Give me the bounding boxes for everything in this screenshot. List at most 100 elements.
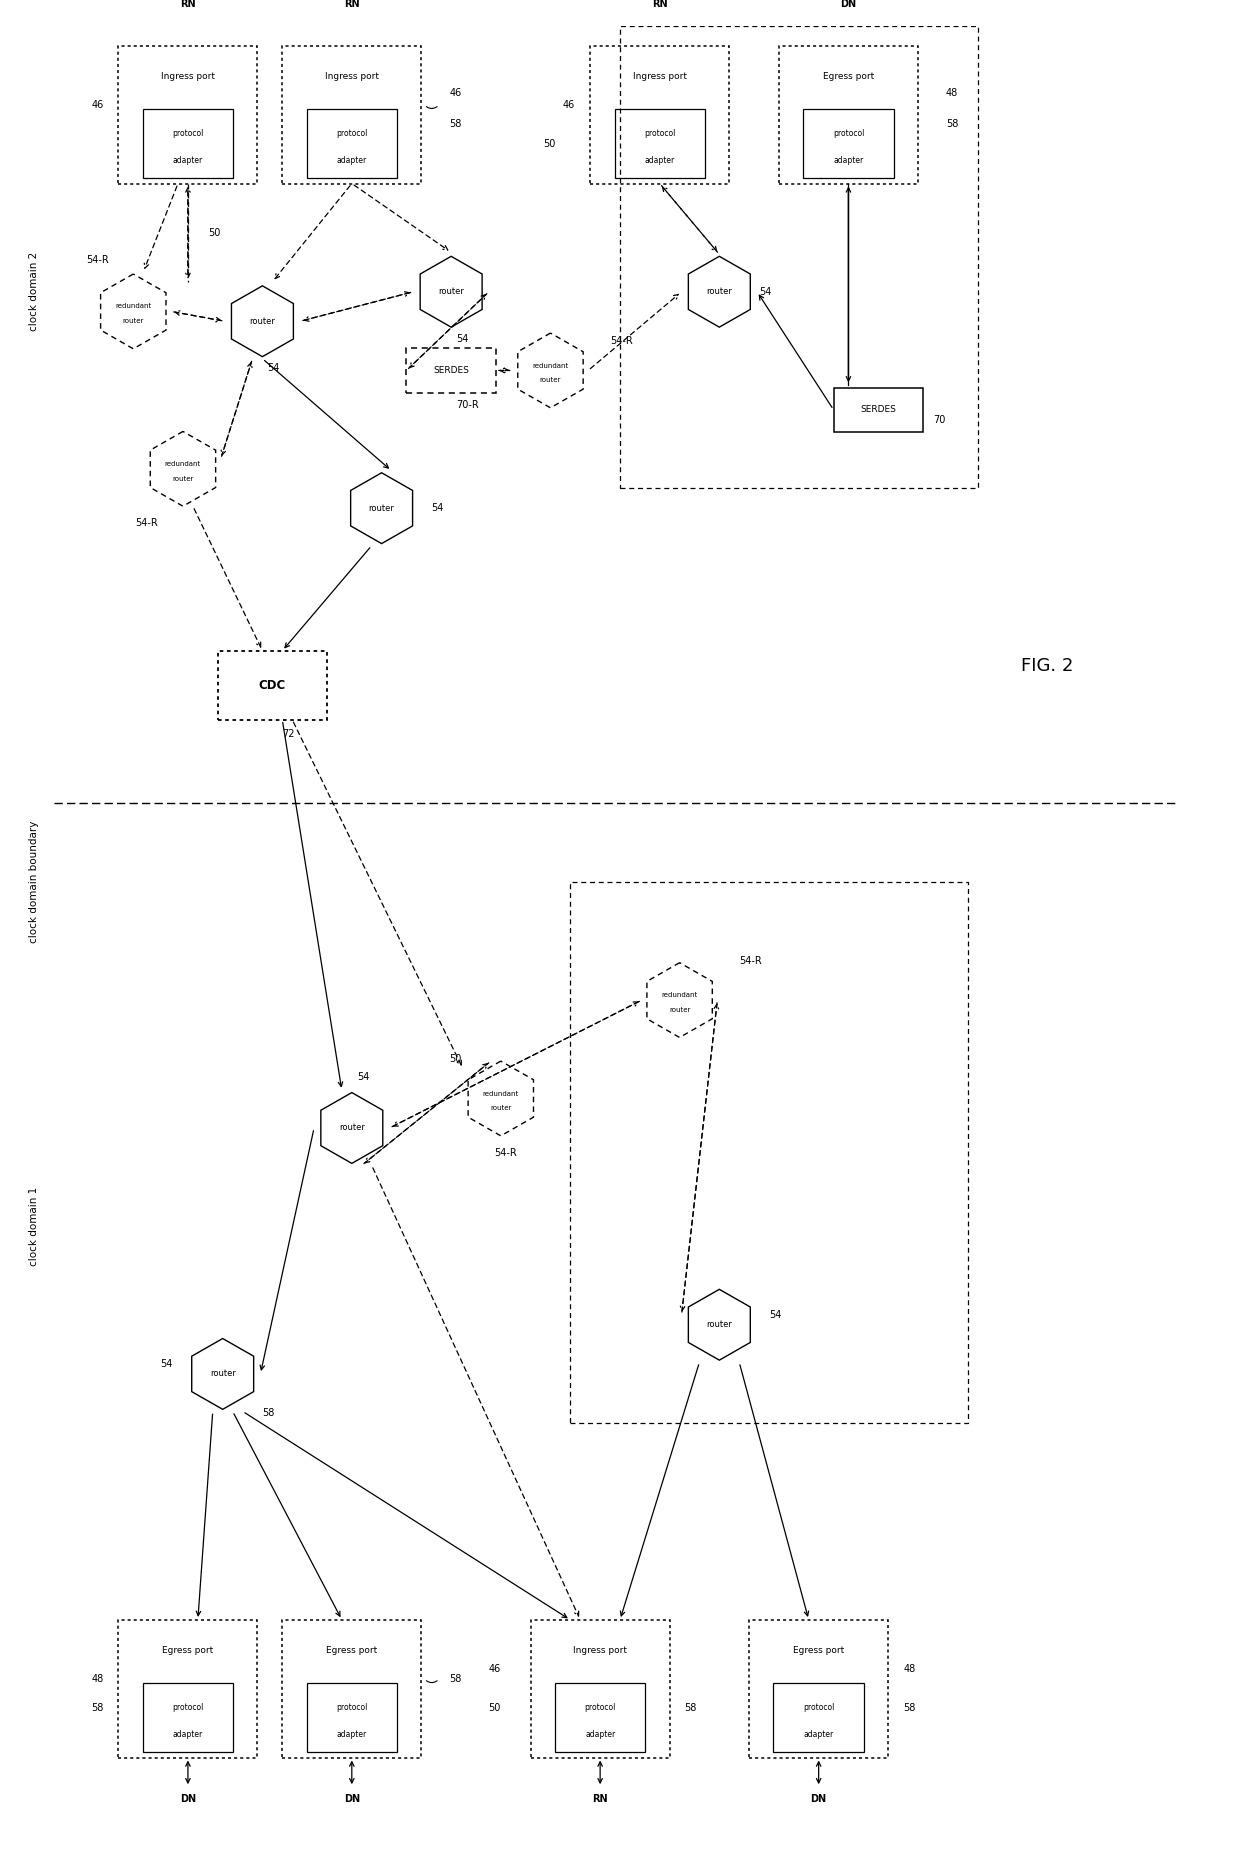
Text: RN: RN bbox=[593, 1793, 608, 1805]
Polygon shape bbox=[232, 286, 294, 357]
Text: redundant: redundant bbox=[661, 993, 698, 999]
Text: Ingress port: Ingress port bbox=[325, 71, 378, 80]
Text: Egress port: Egress port bbox=[162, 1646, 213, 1655]
Text: 54-R: 54-R bbox=[135, 518, 159, 527]
Text: SERDES: SERDES bbox=[861, 406, 897, 415]
Polygon shape bbox=[150, 432, 216, 507]
Polygon shape bbox=[688, 256, 750, 327]
FancyBboxPatch shape bbox=[556, 1683, 645, 1752]
FancyBboxPatch shape bbox=[531, 1619, 670, 1758]
Polygon shape bbox=[321, 1092, 383, 1163]
Text: 48: 48 bbox=[92, 1674, 103, 1683]
Text: DN: DN bbox=[343, 1793, 360, 1805]
Text: SERDES: SERDES bbox=[433, 367, 469, 376]
Text: FIG. 2: FIG. 2 bbox=[1021, 656, 1074, 675]
Text: Ingress port: Ingress port bbox=[161, 71, 215, 80]
FancyBboxPatch shape bbox=[306, 1683, 397, 1752]
Text: router: router bbox=[368, 503, 394, 512]
Text: RN: RN bbox=[343, 0, 360, 9]
Text: Ingress port: Ingress port bbox=[632, 71, 687, 80]
Text: adapter: adapter bbox=[337, 1730, 367, 1739]
Text: protocol: protocol bbox=[644, 129, 676, 138]
Text: Egress port: Egress port bbox=[823, 71, 874, 80]
Text: redundant: redundant bbox=[532, 363, 569, 368]
FancyBboxPatch shape bbox=[615, 108, 704, 178]
Text: 48: 48 bbox=[946, 88, 959, 97]
FancyBboxPatch shape bbox=[774, 1683, 864, 1752]
Text: router: router bbox=[707, 1320, 733, 1330]
Text: protocol: protocol bbox=[172, 129, 203, 138]
Text: 54: 54 bbox=[268, 363, 280, 374]
FancyBboxPatch shape bbox=[283, 1619, 422, 1758]
Text: 58: 58 bbox=[449, 1674, 461, 1683]
Text: DN: DN bbox=[180, 1793, 196, 1805]
Text: clock domain boundary: clock domain boundary bbox=[29, 821, 38, 942]
FancyBboxPatch shape bbox=[407, 348, 496, 393]
Text: Egress port: Egress port bbox=[326, 1646, 377, 1655]
Text: 54-R: 54-R bbox=[610, 337, 632, 346]
Polygon shape bbox=[518, 333, 583, 408]
Text: 54: 54 bbox=[759, 286, 771, 297]
Text: protocol: protocol bbox=[833, 129, 864, 138]
Polygon shape bbox=[469, 1060, 533, 1135]
Text: 58: 58 bbox=[684, 1704, 697, 1713]
Text: 70-R: 70-R bbox=[456, 400, 479, 410]
Text: router: router bbox=[249, 316, 275, 325]
Text: 54-R: 54-R bbox=[739, 956, 761, 965]
Text: clock domain 2: clock domain 2 bbox=[29, 252, 38, 331]
Text: router: router bbox=[539, 378, 562, 383]
Polygon shape bbox=[192, 1339, 254, 1410]
Text: RN: RN bbox=[652, 0, 667, 9]
Text: router: router bbox=[438, 288, 464, 295]
Text: 54: 54 bbox=[357, 1072, 370, 1083]
FancyBboxPatch shape bbox=[283, 45, 422, 183]
Text: 72: 72 bbox=[283, 729, 295, 739]
FancyBboxPatch shape bbox=[804, 108, 894, 178]
Text: protocol: protocol bbox=[172, 1704, 203, 1711]
FancyBboxPatch shape bbox=[143, 108, 233, 178]
Text: router: router bbox=[210, 1369, 236, 1378]
Text: adapter: adapter bbox=[833, 157, 863, 165]
Text: redundant: redundant bbox=[115, 303, 151, 310]
Text: protocol: protocol bbox=[804, 1704, 835, 1711]
Text: protocol: protocol bbox=[336, 129, 367, 138]
Text: RN: RN bbox=[180, 0, 196, 9]
Text: Ingress port: Ingress port bbox=[573, 1646, 627, 1655]
Text: router: router bbox=[490, 1105, 511, 1111]
Text: 54: 54 bbox=[456, 335, 469, 344]
FancyBboxPatch shape bbox=[118, 45, 258, 183]
FancyBboxPatch shape bbox=[590, 45, 729, 183]
Text: CDC: CDC bbox=[259, 679, 286, 692]
Text: 58: 58 bbox=[903, 1704, 915, 1713]
FancyBboxPatch shape bbox=[118, 1619, 258, 1758]
Text: 58: 58 bbox=[263, 1408, 275, 1417]
Text: 58: 58 bbox=[946, 120, 959, 129]
Text: 46: 46 bbox=[563, 99, 575, 110]
FancyBboxPatch shape bbox=[833, 387, 923, 432]
Text: 46: 46 bbox=[489, 1664, 501, 1674]
Text: 50: 50 bbox=[543, 138, 556, 150]
Text: adapter: adapter bbox=[804, 1730, 833, 1739]
Text: 50: 50 bbox=[208, 228, 221, 237]
Text: router: router bbox=[339, 1124, 365, 1133]
Text: router: router bbox=[668, 1006, 691, 1014]
FancyBboxPatch shape bbox=[749, 1619, 888, 1758]
Text: 54-R: 54-R bbox=[86, 254, 108, 266]
Text: 46: 46 bbox=[449, 88, 461, 97]
Text: 54: 54 bbox=[769, 1309, 781, 1320]
Text: adapter: adapter bbox=[337, 157, 367, 165]
Text: 50: 50 bbox=[449, 1055, 461, 1064]
Polygon shape bbox=[420, 256, 482, 327]
Text: 70: 70 bbox=[932, 415, 945, 424]
Text: adapter: adapter bbox=[172, 1730, 203, 1739]
Text: router: router bbox=[172, 475, 193, 482]
Text: 54-R: 54-R bbox=[495, 1148, 517, 1158]
Polygon shape bbox=[351, 473, 413, 544]
Text: router: router bbox=[123, 318, 144, 324]
Text: adapter: adapter bbox=[645, 157, 675, 165]
Text: protocol: protocol bbox=[336, 1704, 367, 1711]
Text: 46: 46 bbox=[92, 99, 103, 110]
Text: redundant: redundant bbox=[165, 460, 201, 468]
FancyBboxPatch shape bbox=[306, 108, 397, 178]
Text: 48: 48 bbox=[903, 1664, 915, 1674]
